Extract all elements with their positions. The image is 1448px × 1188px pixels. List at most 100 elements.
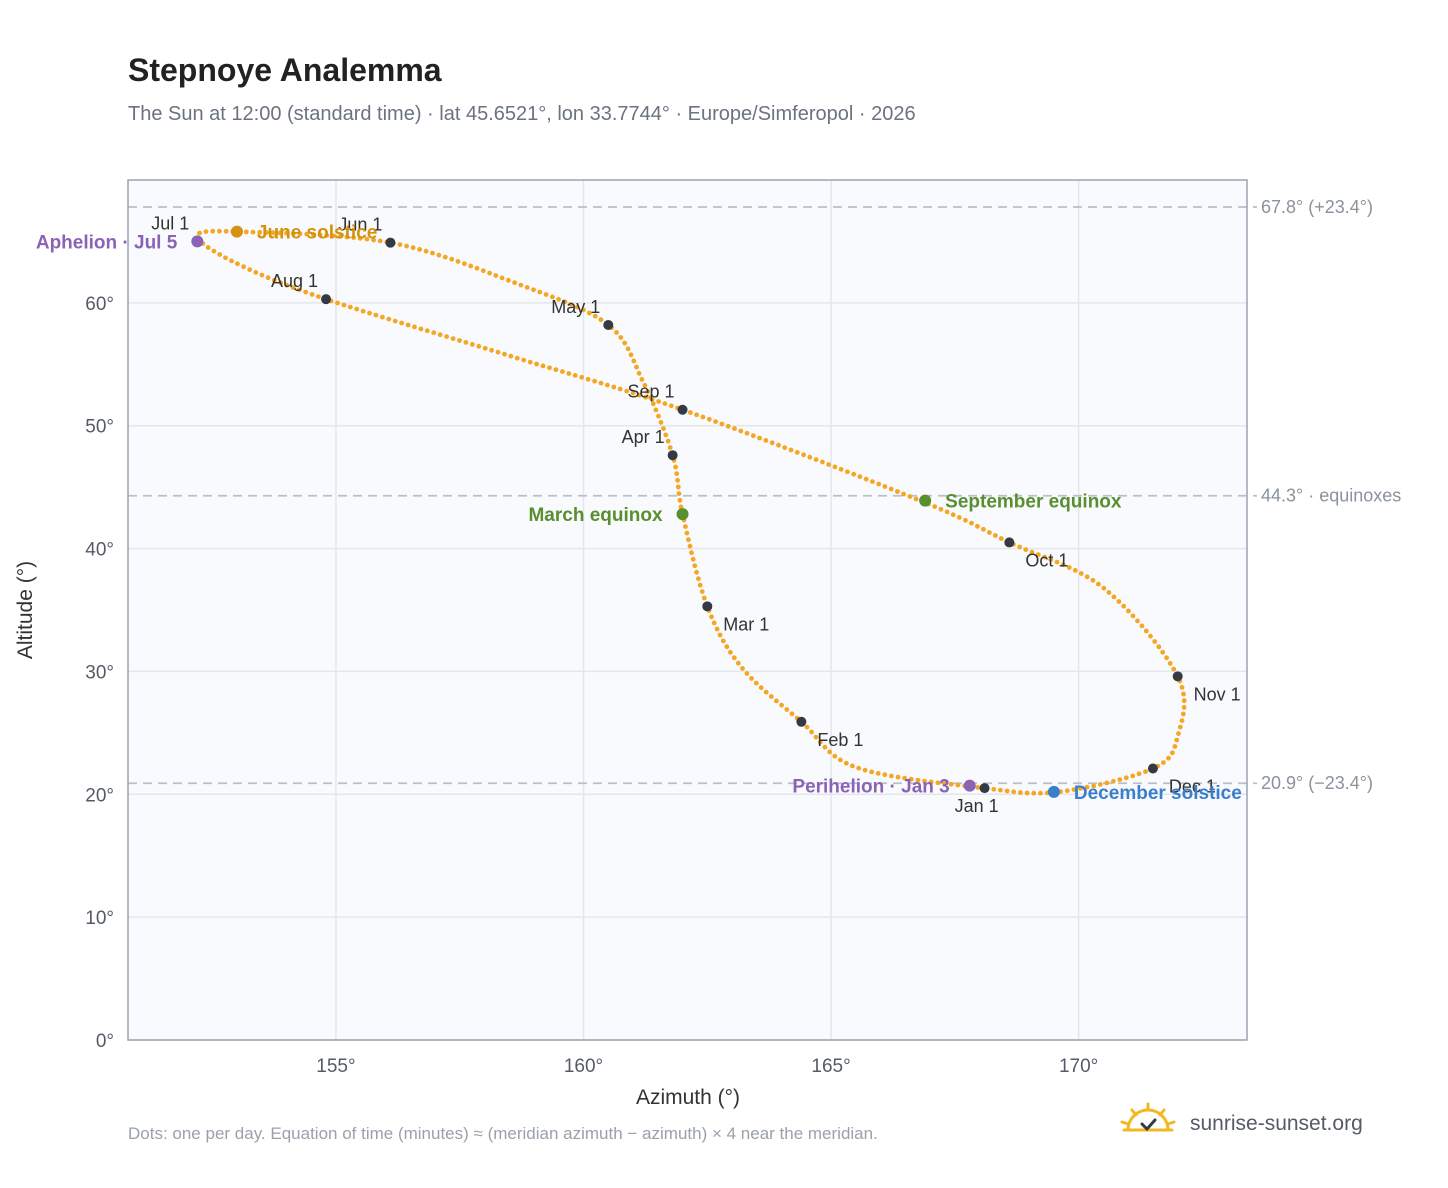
month-marker [667,450,678,461]
day-dot [585,376,591,382]
day-dot [750,433,756,439]
month-marker [603,319,614,330]
day-dot [955,782,961,788]
day-dot [740,666,745,671]
day-dot [794,450,800,455]
day-dot [1136,771,1142,777]
day-dot [412,324,417,330]
day-dot [417,247,422,252]
day-dot [639,377,645,382]
day-dot [637,392,642,398]
day-dot [882,772,888,778]
event-marker [191,235,204,248]
day-dot [636,370,642,376]
day-dot [455,259,461,264]
day-dot [713,419,718,424]
day-dot [1160,649,1166,655]
day-dot [211,248,217,254]
day-dot [1054,559,1060,565]
day-dot [888,486,894,492]
day-dot [1167,661,1173,666]
day-dot [1143,628,1149,634]
day-dot [572,373,578,378]
day-dot [701,595,707,601]
day-dot [482,345,488,351]
day-dot [259,272,265,278]
day-dot [1143,769,1148,774]
month-marker [1004,537,1015,548]
day-dot [205,245,211,250]
day-dot [618,335,624,340]
x-tick-label: 160° [564,1056,603,1077]
plot-area [128,180,1247,1040]
day-dot [673,464,678,470]
day-dot [1091,783,1097,789]
day-dot [763,438,769,443]
day-dot [324,233,330,238]
day-dot [347,304,353,310]
day-dot [1084,784,1090,790]
day-dot [431,330,437,336]
day-dot [665,438,671,444]
reference-line-label: 67.8° (+23.4°) [1261,197,1373,217]
day-dot [908,776,914,782]
day-dot [1148,633,1153,639]
day-dot [683,524,688,529]
day-dot [694,569,699,575]
day-dot [700,414,706,420]
day-dot [768,694,774,699]
day-dot [653,407,659,413]
day-dot [1181,705,1187,710]
event-marker [676,508,689,521]
day-dot [1106,590,1112,595]
y-tick-label: 60° [85,294,114,315]
day-dot [270,230,276,236]
day-dot [462,261,467,267]
day-dot [1048,557,1054,562]
month-label: Nov 1 [1194,684,1241,704]
day-dot [247,267,253,272]
day-dot [243,229,249,235]
brand-name[interactable]: sunrise-sunset.org [1190,1112,1363,1135]
day-dot [1181,698,1187,704]
day-dot [264,230,269,235]
day-dot [690,556,696,562]
day-dot [586,310,592,316]
day-dot [450,336,456,341]
day-dot [317,232,323,238]
month-marker [677,404,688,415]
day-dot [969,520,974,526]
day-dot [1181,691,1186,697]
day-dot [560,369,565,374]
day-dot [1066,565,1072,570]
day-dot [869,769,874,775]
day-dot [614,330,619,335]
day-dot [399,320,404,326]
day-dot [1176,731,1181,736]
day-dot [663,432,669,438]
plot-frame [127,179,1248,1041]
day-dot [617,386,623,392]
day-dot [203,229,209,235]
day-dot [1097,782,1103,787]
day-dot [1104,780,1110,786]
brand[interactable]: sunrise-sunset.org [1120,1100,1420,1150]
day-dot [699,589,705,594]
day-dot [895,774,901,780]
day-dot [1139,623,1145,629]
day-dot [1164,655,1169,661]
chart-title: Stepnoye Analemma [128,52,442,88]
day-dot [540,363,546,369]
day-dot [437,332,443,338]
day-dot [217,252,223,257]
y-tick-label: 50° [85,417,114,438]
day-dot [449,256,455,262]
day-dot [550,294,555,300]
day-dot [354,306,360,312]
day-dot [779,702,784,708]
day-dot [1101,585,1107,591]
day-dot [1071,787,1077,792]
month-label: Jun 1 [338,215,382,235]
day-dot [850,763,855,769]
day-dot [744,671,750,676]
